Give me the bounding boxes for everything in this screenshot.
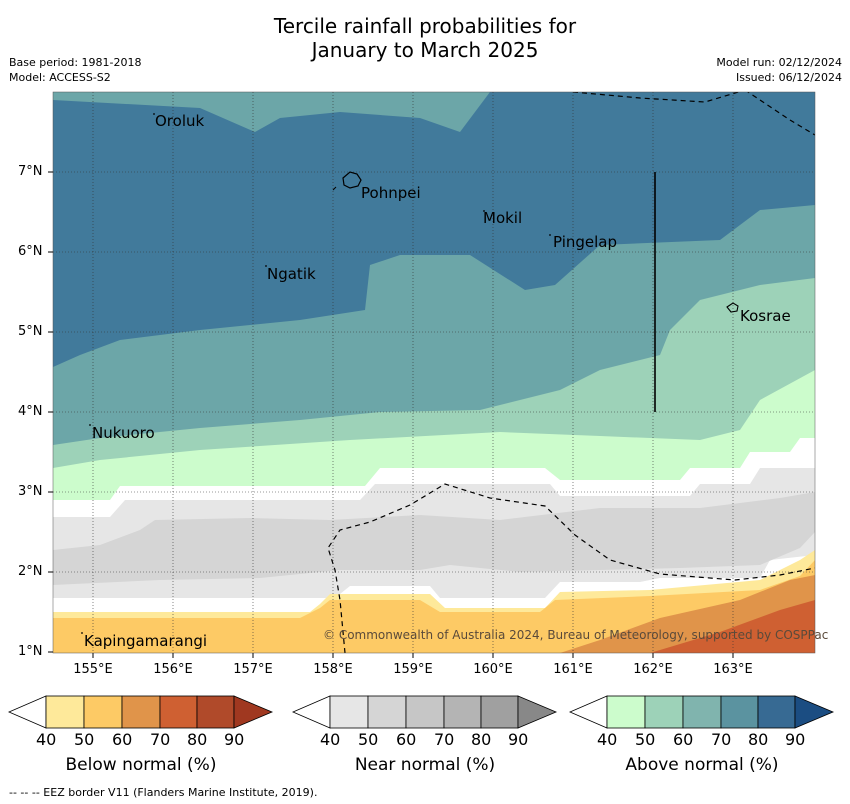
place-label-pingelap: Pingelap xyxy=(553,233,618,251)
colorbar-title-near: Near normal (%) xyxy=(354,755,496,775)
cb-tick: 90 xyxy=(508,730,529,749)
below-80-zone xyxy=(650,600,815,653)
cb-tick: 80 xyxy=(748,730,769,749)
base-period: Base period: 1981-2018 xyxy=(9,56,142,69)
lon-label: 160°E xyxy=(473,662,513,677)
lat-label: 1°N xyxy=(18,644,43,659)
title-line-2: January to March 2025 xyxy=(311,38,539,62)
lat-label: 7°N xyxy=(18,164,43,179)
model-run: Model run: 02/12/2024 xyxy=(716,56,842,69)
lon-label: 155°E xyxy=(73,662,113,677)
meta-right: Model run: 02/12/2024 Issued: 06/12/2024 xyxy=(716,55,842,85)
meta-left: Base period: 1981-2018 Model: ACCESS-S2 xyxy=(9,55,141,85)
place-label-kosrae: Kosrae xyxy=(740,307,791,325)
lat-label: 2°N xyxy=(18,564,43,579)
title-line-1: Tercile rainfall probabilities for xyxy=(273,14,577,38)
place-label-nukuoro: Nukuoro xyxy=(92,424,155,442)
colorbar-above-normal xyxy=(568,695,835,729)
lon-label: 156°E xyxy=(153,662,193,677)
pohnpei-island-icon xyxy=(342,171,362,189)
lon-label: 157°E xyxy=(233,662,273,677)
colorbar-below-normal xyxy=(7,695,274,729)
lon-label: 159°E xyxy=(393,662,433,677)
lat-label: 4°N xyxy=(18,404,43,419)
near-50-zone xyxy=(53,492,815,585)
lon-label: 162°E xyxy=(633,662,673,677)
lat-label: 6°N xyxy=(18,244,43,259)
place-label-ngatik: Ngatik xyxy=(267,265,316,283)
cb-tick: 40 xyxy=(597,730,618,749)
lat-label: 3°N xyxy=(18,484,43,499)
page-title: Tercile rainfall probabilities for Janua… xyxy=(0,14,850,62)
lat-label: 5°N xyxy=(18,324,43,339)
model-name: Model: ACCESS-S2 xyxy=(9,71,111,84)
cb-tick: 50 xyxy=(74,730,95,749)
cb-tick: 40 xyxy=(36,730,57,749)
lon-label: 163°E xyxy=(713,662,753,677)
lon-label: 158°E xyxy=(313,662,353,677)
issued-date: Issued: 06/12/2024 xyxy=(735,71,842,84)
place-label-kapingamarangi: Kapingamarangi xyxy=(84,632,208,650)
lon-label: 161°E xyxy=(553,662,593,677)
cb-tick: 80 xyxy=(187,730,208,749)
cb-tick: 40 xyxy=(320,730,341,749)
cb-tick: 50 xyxy=(635,730,656,749)
cb-tick: 60 xyxy=(396,730,417,749)
eez-footnote: -- -- -- EEZ border V11 (Flanders Marine… xyxy=(9,786,318,799)
cb-tick: 80 xyxy=(471,730,492,749)
below-60-zone xyxy=(53,560,815,653)
copyright-notice: © Commonwealth of Australia 2024, Bureau… xyxy=(323,628,829,642)
cb-tick: 70 xyxy=(150,730,171,749)
cb-tick: 90 xyxy=(224,730,245,749)
colorbar-title-above: Above normal (%) xyxy=(625,755,779,775)
place-label-pohnpei: Pohnpei xyxy=(361,184,421,202)
place-label-oroluk: Oroluk xyxy=(155,112,205,130)
above-80-zone xyxy=(53,92,815,367)
kosrae-island-icon xyxy=(726,302,739,313)
cb-tick: 50 xyxy=(358,730,379,749)
place-label-mokil: Mokil xyxy=(483,209,523,227)
cb-tick: 90 xyxy=(785,730,806,749)
cb-tick: 60 xyxy=(673,730,694,749)
cb-tick: 70 xyxy=(434,730,455,749)
cb-tick: 70 xyxy=(711,730,732,749)
colorbar-near-normal xyxy=(291,695,558,729)
colorbar-title-below: Below normal (%) xyxy=(65,755,217,775)
cb-tick: 60 xyxy=(112,730,133,749)
eez-border xyxy=(327,92,815,653)
